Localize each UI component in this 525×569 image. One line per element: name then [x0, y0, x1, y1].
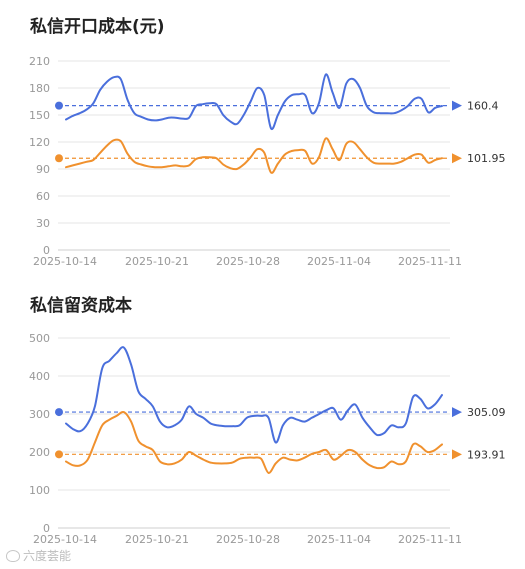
chart-2-series-2-reference-dot [55, 450, 63, 459]
chart-1-ytick-4: 120 [29, 136, 50, 149]
chart-1-series-2-reference-dot [55, 154, 63, 163]
watermark-logo-icon [6, 549, 20, 562]
chart-2-series-2-reference-label: 193.91 [467, 448, 506, 461]
chart-1-xtick-4: 2025-11-11 [398, 255, 462, 268]
chart-1-series-2-reference-arrow [452, 153, 462, 164]
chart-1-series-2-reference-label: 101.95 [467, 152, 506, 165]
chart-2-series-1-reference-dot [55, 408, 63, 417]
chart-2-xtick-3: 2025-11-04 [307, 533, 371, 546]
chart-1-series-1-reference-label: 160.4 [467, 100, 499, 113]
chart-2-ytick-5: 500 [29, 332, 50, 345]
chart-1-series-1-reference-arrow [452, 100, 462, 111]
chart-2-series-2-reference-arrow [452, 449, 462, 460]
chart-1-xtick-2: 2025-10-28 [216, 255, 280, 268]
chart-1-ytick-1: 30 [36, 217, 50, 230]
chart-1-ytick-0: 0 [43, 244, 50, 257]
chart-2-ytick-3: 300 [29, 408, 50, 421]
chart-2-xtick-0: 2025-10-14 [33, 533, 97, 546]
chart-1-series-1-line [65, 73, 443, 131]
chart-2-xtick-4: 2025-11-11 [398, 533, 462, 546]
chart-1-ytick-2: 60 [36, 190, 50, 203]
watermark: 六度荟能 [6, 547, 71, 564]
chart-1-ytick-3: 90 [36, 163, 50, 176]
chart-2-ytick-1: 100 [29, 484, 50, 497]
chart-1-ytick-5: 150 [29, 109, 50, 122]
chart-1-xtick-0: 2025-10-14 [33, 255, 97, 268]
chart-1-ytick-6: 180 [29, 82, 50, 95]
chart-1-xtick-1: 2025-10-21 [125, 255, 189, 268]
chart-2-series-2-line [65, 410, 443, 474]
chart-1-series-1-reference-dot [55, 101, 63, 110]
chart-1-title: 私信开口成本(元) [30, 17, 165, 37]
chart-1-xtick-3: 2025-11-04 [307, 255, 371, 268]
chart-2-ytick-4: 400 [29, 370, 50, 383]
chart-1-ytick-7: 210 [29, 55, 50, 68]
watermark-text: 六度荟能 [23, 549, 72, 563]
chart-2-ytick-2: 200 [29, 446, 50, 459]
chart-2-xtick-2: 2025-10-28 [216, 533, 280, 546]
chart-2-title: 私信留资成本 [30, 296, 132, 316]
chart-1-series-2-line [65, 137, 443, 174]
chart-2-ytick-0: 0 [43, 522, 50, 535]
chart-2-series-1-reference-arrow [452, 407, 462, 418]
chart-2-series-1-line [65, 346, 443, 444]
chart-2-xtick-1: 2025-10-21 [125, 533, 189, 546]
chart-2-series-1-reference-label: 305.09 [467, 406, 506, 419]
